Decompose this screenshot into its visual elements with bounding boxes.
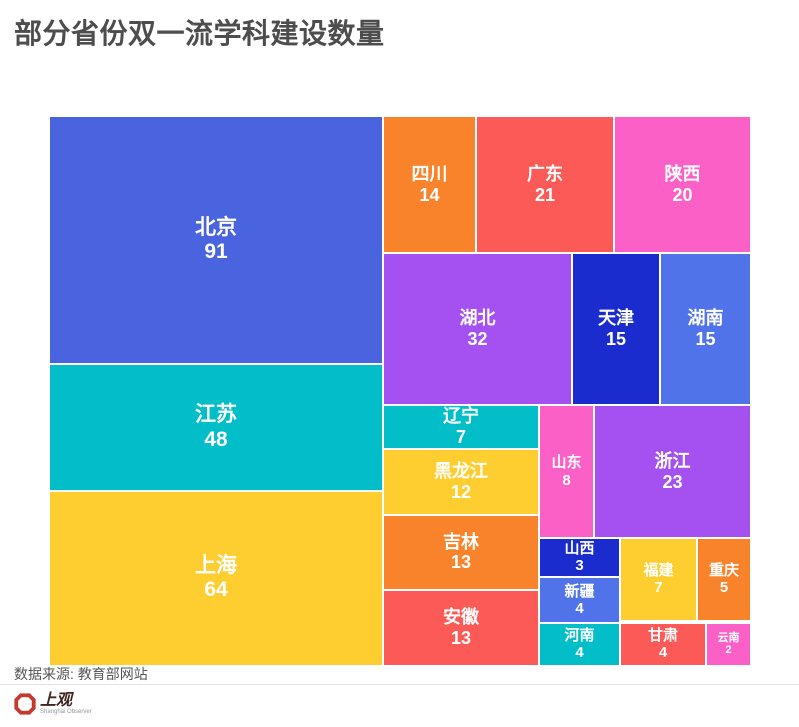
region-value: 32: [467, 328, 488, 349]
treemap-cell-山西: 山西 3: [540, 539, 620, 576]
region-value: 5: [719, 579, 729, 597]
region-value: 4: [575, 644, 584, 662]
region-value: 64: [204, 578, 228, 602]
region-name: 重庆: [708, 562, 739, 580]
logo-text-block: 上观 Shanghai Observer: [40, 690, 92, 716]
data-source-text: 数据来源: 教育部网站: [14, 666, 148, 682]
region-value: 4: [575, 599, 584, 617]
shanghai-observer-logo: 上观 Shanghai Observer: [14, 692, 92, 715]
region-name: 广东: [527, 163, 563, 184]
region-value: 12: [450, 482, 471, 503]
logo-cn-text: 上观: [40, 690, 73, 709]
region-value: 3: [575, 557, 584, 575]
region-value: 15: [695, 328, 716, 349]
treemap-cell-四川: 四川 14: [383, 117, 475, 253]
treemap-cell-山东: 山东 8: [540, 406, 593, 538]
treemap-cell-江苏: 江苏 48: [50, 365, 382, 490]
treemap-cell-上海: 上海 64: [50, 491, 382, 665]
page-title: 部分省份双一流学科建设数量: [14, 18, 385, 49]
region-value: 15: [605, 328, 626, 349]
region-name: 云南: [717, 631, 740, 644]
region-name: 黑龙江: [433, 461, 488, 482]
region-name: 四川: [411, 163, 448, 184]
region-name: 陕西: [664, 163, 701, 184]
region-value: 20: [672, 184, 693, 205]
region-value: 7: [654, 579, 663, 597]
treemap-cell-河南: 河南 4: [540, 624, 620, 665]
region-name: 北京: [195, 215, 237, 239]
region-name: 福建: [643, 562, 674, 580]
region-name: 甘肃: [647, 627, 678, 645]
treemap-cell-陕西: 陕西 20: [614, 117, 750, 253]
region-value: 21: [534, 184, 556, 205]
region-name: 山东: [551, 454, 582, 472]
treemap-cell-吉林: 吉林 13: [383, 515, 538, 589]
region-name: 河南: [564, 627, 595, 645]
region-value: 23: [662, 471, 683, 492]
treemap-cell-广东: 广东 21: [477, 117, 613, 253]
region-value: 8: [562, 471, 571, 489]
treemap-cell-安徽: 安徽 13: [383, 591, 538, 665]
region-value: 91: [204, 239, 228, 263]
region-value: 13: [450, 552, 471, 573]
treemap-cell-甘肃: 甘肃 4: [620, 624, 705, 665]
region-name: 江苏: [195, 403, 237, 427]
region-name: 湖南: [687, 308, 724, 329]
treemap-cell-云南: 云南 2: [707, 624, 750, 665]
logo-en-text: Shanghai Observer: [40, 709, 92, 715]
region-name: 湖北: [459, 308, 496, 329]
treemap-cell-湖南: 湖南 15: [661, 254, 750, 404]
treemap-cell-湖北: 湖北 32: [383, 254, 571, 404]
region-name: 新疆: [564, 582, 595, 600]
region-name: 吉林: [442, 531, 479, 552]
region-name: 安徽: [442, 607, 479, 628]
logo-octagon-icon: [14, 692, 36, 715]
treemap-cell-天津: 天津 15: [572, 254, 659, 404]
region-value: 4: [658, 644, 668, 662]
treemap-cell-新疆: 新疆 4: [540, 577, 620, 622]
treemap-cell-重庆: 重庆 5: [697, 539, 750, 620]
region-value: 48: [204, 427, 228, 451]
region-value: 7: [455, 426, 466, 447]
region-name: 上海: [195, 554, 237, 578]
region-value: 2: [725, 644, 732, 657]
treemap: 北京 91 江苏 48 上海 64 四川 14 广东 21 陕西 20 湖北 32 天津 15 湖南 15 辽宁 7 黑…: [50, 117, 750, 665]
region-name: 浙江: [654, 450, 691, 471]
treemap-cell-辽宁: 辽宁 7: [383, 406, 538, 448]
region-name: 辽宁: [442, 406, 479, 427]
treemap-cell-北京: 北京 91: [50, 117, 382, 363]
treemap-cell-福建: 福建 7: [620, 539, 696, 620]
treemap-cell-黑龙江: 黑龙江 12: [383, 450, 538, 515]
treemap-cell-浙江: 浙江 23: [595, 406, 750, 538]
region-value: 14: [419, 184, 440, 205]
region-value: 13: [450, 628, 471, 648]
footer-divider: [0, 684, 799, 685]
region-name: 山西: [564, 540, 595, 558]
region-name: 天津: [597, 308, 634, 329]
